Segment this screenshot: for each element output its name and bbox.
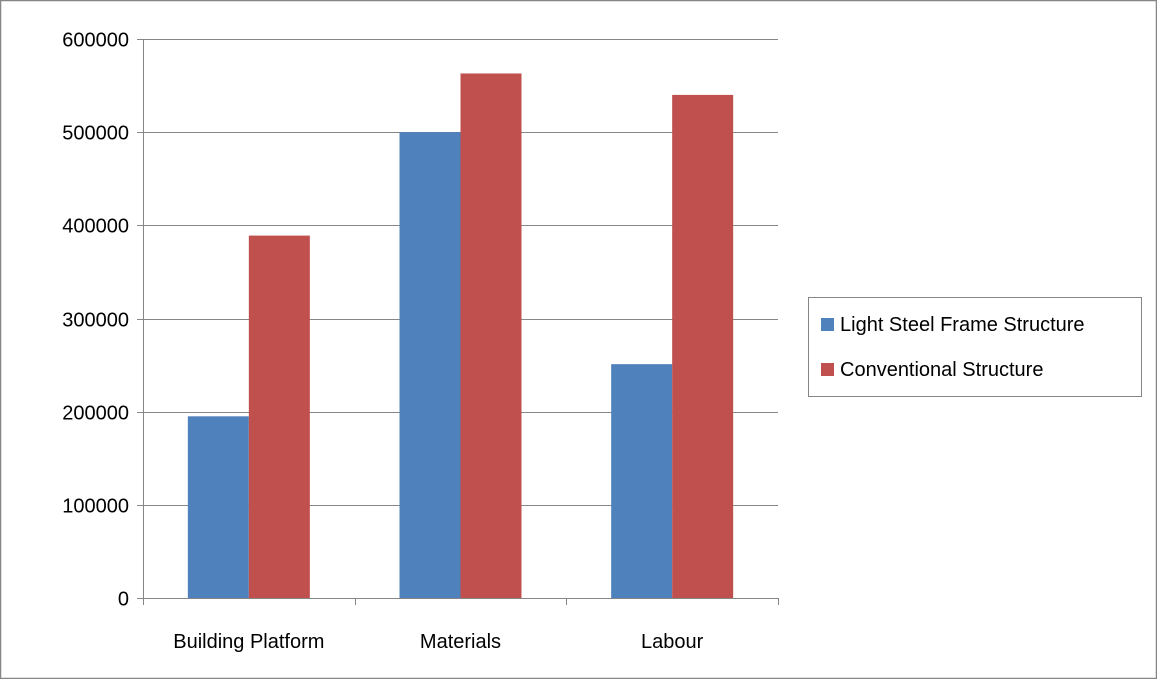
x-tick-label: Labour xyxy=(641,631,704,653)
bar xyxy=(611,364,673,598)
y-tick-label: 500000 xyxy=(62,123,129,145)
bar xyxy=(399,132,461,598)
y-tick-label: 400000 xyxy=(62,216,129,238)
bar xyxy=(460,73,522,598)
legend-box xyxy=(808,297,1142,397)
y-tick-label: 200000 xyxy=(62,403,129,425)
y-tick-label: 300000 xyxy=(62,310,129,332)
y-tick-label: 600000 xyxy=(62,30,129,52)
bar xyxy=(672,94,734,599)
x-tick-label: Building Platform xyxy=(173,631,324,653)
x-tick-label: Materials xyxy=(420,631,501,653)
legend-swatch xyxy=(821,318,834,331)
legend-label: Light Steel Frame Structure xyxy=(840,314,1085,336)
legend-label: Conventional Structure xyxy=(840,359,1043,381)
legend: Light Steel Frame Structure Conventional … xyxy=(808,297,1142,397)
bar xyxy=(248,235,310,598)
y-tick-label: 100000 xyxy=(62,496,129,518)
bars xyxy=(187,73,734,599)
legend-swatch xyxy=(821,363,834,376)
bar xyxy=(187,416,249,598)
axes: 0 100000 200000 300000 400000 500000 600000 Bui… xyxy=(62,30,779,653)
y-tick-label: 0 xyxy=(118,589,129,611)
